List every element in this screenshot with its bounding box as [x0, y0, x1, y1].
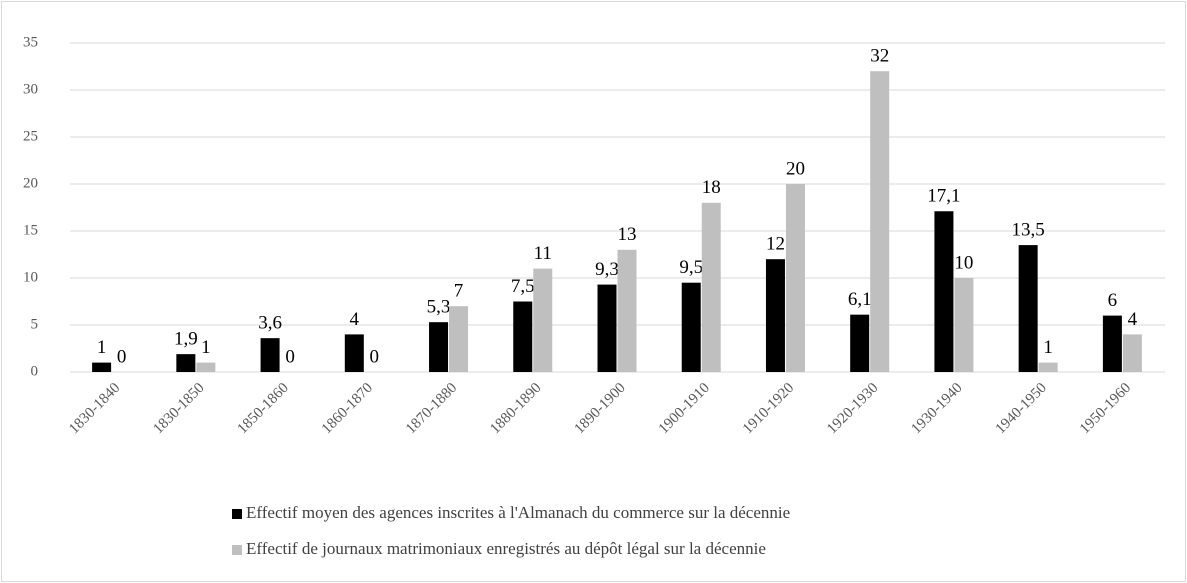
value-label: 0: [117, 346, 127, 367]
y-tick-label: 35: [23, 34, 38, 50]
value-label: 1,9: [174, 328, 198, 349]
y-tick-label: 10: [23, 269, 38, 285]
legend-label: Effectif de journaux matrimoniaux enregi…: [246, 539, 766, 558]
value-label: 3,6: [258, 313, 282, 334]
value-label: 6,1: [848, 289, 872, 310]
bar: [870, 71, 890, 372]
legend-swatch: [232, 509, 242, 519]
value-label: 11: [534, 243, 552, 264]
bar: [513, 301, 533, 372]
value-label: 13,5: [1012, 219, 1045, 240]
legend-label: Effectif moyen des agences inscrites à l…: [246, 503, 790, 522]
y-tick-label: 30: [23, 81, 38, 97]
bar: [176, 354, 196, 372]
value-label: 10: [954, 252, 973, 273]
value-label: 13: [618, 224, 637, 245]
bar: [597, 284, 617, 372]
value-label: 4: [350, 309, 360, 330]
value-label: 0: [285, 346, 295, 367]
bar: [196, 362, 216, 372]
value-label: 0: [370, 346, 380, 367]
bar: [429, 322, 449, 372]
bar: [785, 184, 805, 372]
bar: [934, 211, 954, 372]
value-label: 1: [97, 337, 107, 358]
value-label: 17,1: [927, 186, 960, 207]
value-label: 9,3: [595, 259, 619, 280]
bar: [850, 314, 870, 372]
value-label: 5,3: [427, 297, 451, 318]
legend-swatch: [232, 545, 242, 555]
y-tick-label: 25: [23, 128, 38, 144]
value-label: 32: [870, 46, 889, 67]
value-label: 1: [1043, 337, 1053, 358]
bar: [1102, 315, 1122, 372]
bar: [1122, 334, 1142, 372]
value-label: 7: [454, 281, 464, 302]
value-label: 18: [702, 177, 721, 198]
value-label: 6: [1108, 290, 1118, 311]
value-label: 12: [766, 234, 785, 255]
bar: [701, 202, 721, 372]
bar: [617, 249, 637, 372]
value-label: 1: [201, 337, 211, 358]
bar: [681, 282, 701, 372]
bar: [449, 306, 469, 372]
y-tick-label: 15: [23, 222, 38, 238]
bar: [92, 362, 112, 372]
value-label: 20: [786, 158, 805, 179]
bar: [1038, 362, 1058, 372]
value-label: 4: [1128, 309, 1138, 330]
bar: [533, 268, 553, 372]
value-label: 9,5: [679, 257, 703, 278]
bar: [1018, 245, 1038, 372]
bar: [765, 259, 785, 372]
bar: [344, 334, 364, 372]
y-tick-label: 0: [31, 363, 39, 379]
value-label: 7,5: [511, 276, 535, 297]
bar: [954, 278, 974, 372]
y-tick-label: 5: [31, 316, 39, 332]
bar: [260, 338, 280, 372]
y-tick-label: 20: [23, 175, 38, 191]
